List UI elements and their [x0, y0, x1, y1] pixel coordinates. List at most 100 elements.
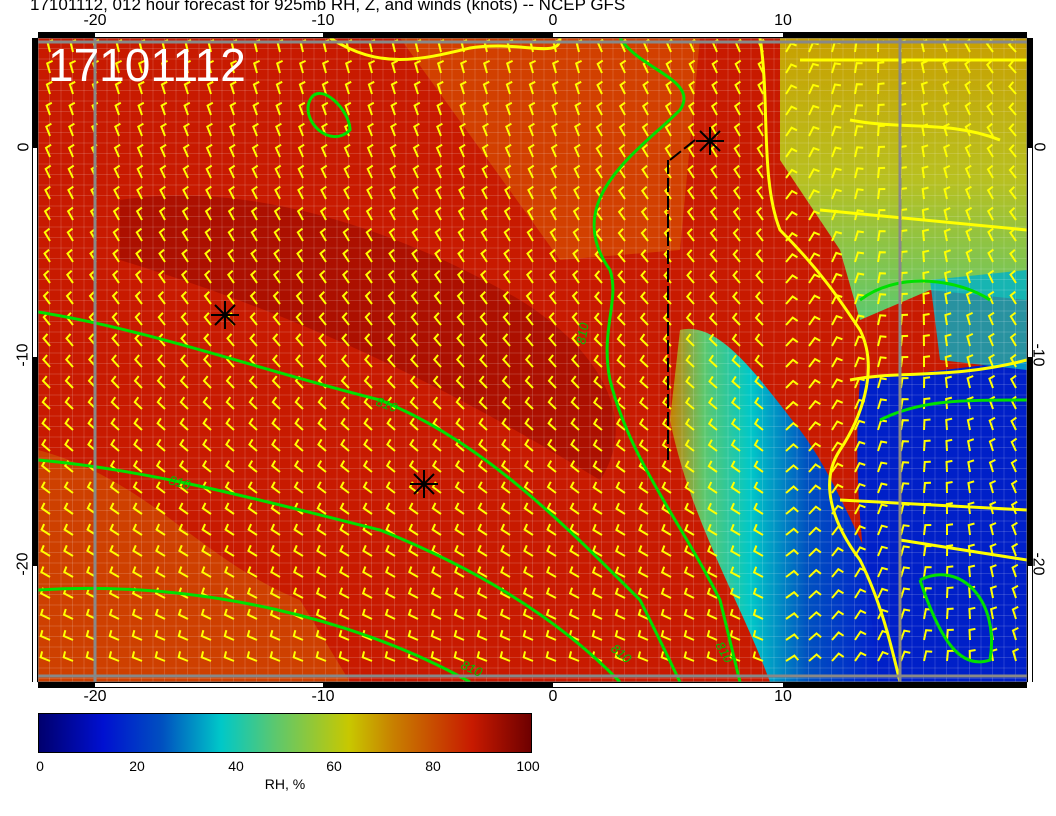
wind-barb	[752, 651, 764, 662]
wind-barb	[500, 502, 511, 515]
wind-barb	[785, 379, 799, 389]
wind-barb	[385, 523, 396, 536]
wind-barb	[339, 566, 350, 578]
wind-barb	[753, 439, 764, 452]
wind-barb	[275, 101, 283, 116]
wind-barb	[615, 545, 626, 557]
wind-barb	[341, 290, 350, 305]
wind-barb	[688, 59, 696, 74]
wind-barb	[44, 143, 52, 158]
wind-barb	[986, 122, 994, 137]
wind-barb	[272, 312, 281, 326]
wind-barb	[366, 143, 374, 158]
wind-barb	[877, 545, 888, 557]
wind-barb	[808, 231, 821, 242]
wind-barb	[854, 525, 866, 536]
wind-barb	[457, 206, 465, 221]
wind-barb	[946, 649, 955, 662]
date-stamp: 17101112	[48, 39, 246, 91]
wind-barb	[431, 523, 442, 536]
wind-barb	[344, 59, 353, 74]
wind-barb	[755, 249, 764, 263]
wind-barb	[430, 629, 442, 641]
wind-barb	[965, 227, 973, 242]
wind-barb	[754, 333, 764, 347]
wind-barb	[362, 544, 373, 557]
wind-barb	[946, 523, 954, 535]
wind-barb	[275, 80, 283, 95]
wind-barb	[546, 566, 557, 578]
wind-barb	[523, 481, 534, 494]
wind-barb	[921, 228, 930, 242]
wind-barb	[270, 566, 281, 578]
wind-barb	[964, 185, 972, 200]
wind-barb	[248, 375, 258, 389]
wind-barb	[316, 544, 327, 557]
wind-barb	[619, 59, 627, 74]
wind-barb	[477, 481, 488, 494]
wind-barb	[42, 269, 51, 284]
wind-barb	[316, 481, 327, 494]
wind-barb	[808, 273, 821, 284]
wind-barb	[477, 460, 488, 473]
wind-barb	[501, 354, 511, 368]
wind-barb	[249, 333, 258, 347]
wind-barb	[137, 59, 146, 74]
wind-barb	[661, 523, 672, 536]
wind-barb	[178, 566, 189, 578]
wind-barb	[271, 375, 281, 389]
wind-barb	[808, 589, 822, 599]
wind-barb	[967, 543, 975, 557]
wind-barb	[808, 294, 821, 305]
wind-barb	[246, 608, 258, 620]
wind-barb	[479, 312, 488, 326]
wind-barb	[206, 122, 213, 137]
wind-barb	[831, 610, 845, 620]
wind-barb	[526, 206, 534, 221]
wind-barb	[615, 523, 626, 536]
colorbar-tick: 0	[36, 758, 44, 774]
wind-barb	[752, 630, 764, 641]
wind-barb	[964, 122, 972, 137]
wind-barb	[638, 545, 649, 557]
wind-barb	[686, 249, 695, 263]
wind-barb	[550, 143, 558, 158]
wind-barb	[752, 566, 764, 578]
wind-barb	[1010, 416, 1017, 431]
wind-barb	[158, 248, 166, 263]
wind-barb	[226, 333, 235, 347]
wind-barb	[228, 143, 236, 158]
wind-barb	[709, 249, 718, 263]
wind-barb	[687, 164, 695, 179]
wind-barb	[223, 587, 235, 599]
wind-barb	[922, 249, 930, 263]
wind-barb	[110, 354, 120, 368]
wind-barb	[707, 439, 718, 452]
wind-barb	[808, 568, 822, 578]
wind-barb	[923, 439, 931, 452]
wind-barb	[269, 629, 281, 641]
wind-barb	[455, 375, 465, 389]
wind-barb	[251, 185, 258, 200]
wind-barb	[614, 587, 626, 599]
wind-barb	[181, 206, 189, 221]
wind-barb	[390, 101, 398, 116]
wind-barb	[110, 438, 120, 452]
wind-barb	[637, 608, 649, 620]
wind-barb	[592, 439, 603, 452]
wind-barb	[754, 354, 764, 368]
wind-barb	[114, 101, 122, 116]
wind-barb	[252, 101, 260, 116]
wind-barb	[638, 418, 649, 431]
wind-barb	[944, 333, 952, 347]
wind-barb	[684, 396, 695, 410]
wind-barb	[921, 207, 929, 221]
wind-barb	[966, 332, 974, 347]
wind-barb	[177, 629, 189, 641]
wind-barb	[109, 481, 120, 494]
wind-barb	[831, 335, 843, 347]
wind-barb	[183, 101, 191, 116]
lon-tick-bottom: -20	[83, 688, 107, 705]
wind-barb	[831, 462, 844, 473]
wind-barb	[854, 272, 865, 284]
